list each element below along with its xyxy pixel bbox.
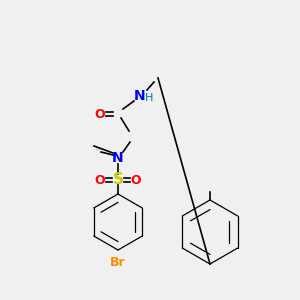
- Text: O: O: [131, 173, 141, 187]
- Text: methyl: methyl: [96, 149, 101, 150]
- Text: H: H: [145, 93, 153, 103]
- Text: N: N: [112, 151, 124, 165]
- Text: N: N: [134, 89, 146, 103]
- Text: O: O: [95, 107, 105, 121]
- Text: Br: Br: [110, 256, 126, 269]
- Text: O: O: [95, 173, 105, 187]
- Text: methyl: methyl: [96, 149, 101, 150]
- Text: S: S: [112, 172, 124, 188]
